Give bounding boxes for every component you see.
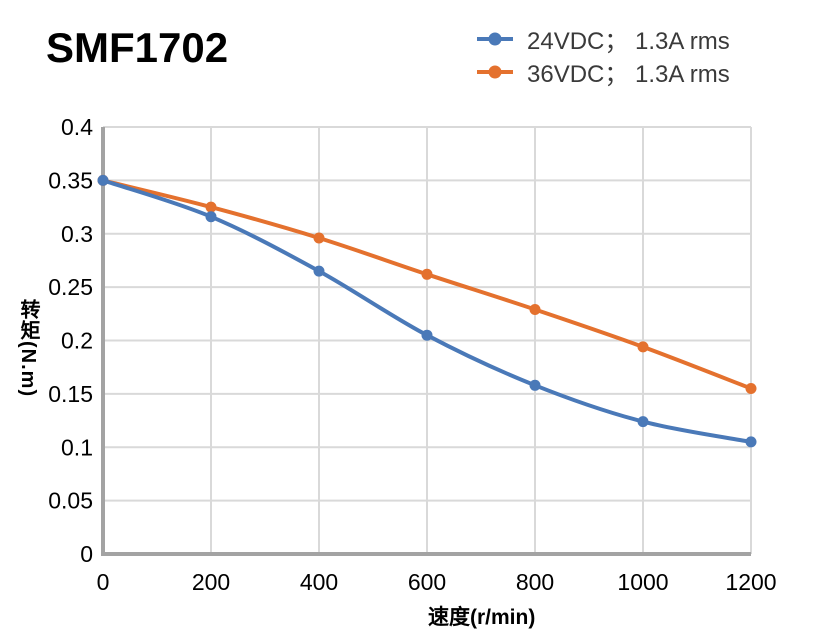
data-point-24vdc: [205, 211, 217, 223]
data-point-24vdc: [97, 174, 109, 186]
y-tick-label: 0.15: [48, 381, 93, 407]
legend-label-36vdc: 36VDC； 1.3A rms: [527, 61, 730, 88]
y-axis-title: 转矩(N.m): [17, 299, 39, 398]
legend-item-24vdc: 24VDC； 1.3A rms: [476, 22, 730, 55]
x-tick-label: 1000: [617, 569, 668, 595]
legend: 24VDC； 1.3A rms 36VDC； 1.3A rms: [476, 22, 730, 88]
data-point-36vdc: [529, 304, 541, 315]
data-point-36vdc: [745, 383, 757, 394]
y-tick-label: 0.2: [61, 328, 93, 354]
data-point-24vdc: [529, 379, 541, 391]
legend-marker-icon-36vdc: [477, 65, 513, 78]
x-tick-label: 600: [408, 569, 446, 595]
y-tick-label: 0.35: [48, 167, 93, 193]
data-point-36vdc: [205, 201, 217, 213]
x-tick-label: 1200: [725, 569, 776, 595]
x-tick-label: 800: [516, 569, 554, 595]
y-tick-label: 0.05: [48, 488, 93, 514]
y-tick-labels: 0 0.05 0.1 0.15 0.2 0.25 0.3 0.35 0.4: [48, 114, 93, 567]
series-24vdc: [97, 174, 757, 448]
data-point-36vdc: [637, 341, 649, 353]
x-tick-label: 400: [300, 569, 338, 595]
x-axis-title: 速度(r/min): [428, 606, 536, 629]
data-point-24vdc: [421, 329, 433, 341]
y-tick-label: 0.3: [61, 221, 93, 247]
series-36vdc: [97, 174, 757, 394]
y-tick-label: 0: [80, 541, 93, 567]
y-tick-label: 0.1: [61, 434, 93, 460]
data-point-24vdc: [313, 265, 325, 277]
data-point-36vdc: [421, 268, 433, 280]
legend-label-24vdc: 24VDC； 1.3A rms: [527, 28, 730, 55]
x-tick-label: 0: [97, 569, 110, 595]
chart-title: SMF1702: [46, 24, 229, 71]
data-point-24vdc: [745, 436, 757, 448]
data-point-36vdc: [313, 232, 325, 244]
y-tick-label: 0.4: [61, 114, 93, 140]
legend-marker-icon-24vdc: [477, 32, 513, 45]
data-point-24vdc: [637, 416, 649, 428]
y-tick-label: 0.25: [48, 274, 93, 300]
gridlines: [103, 126, 752, 554]
legend-item-36vdc: 36VDC； 1.3A rms: [476, 55, 730, 88]
x-tick-labels: 0 200 400 600 800 1000 1200: [97, 569, 777, 595]
x-tick-label: 200: [192, 569, 230, 595]
